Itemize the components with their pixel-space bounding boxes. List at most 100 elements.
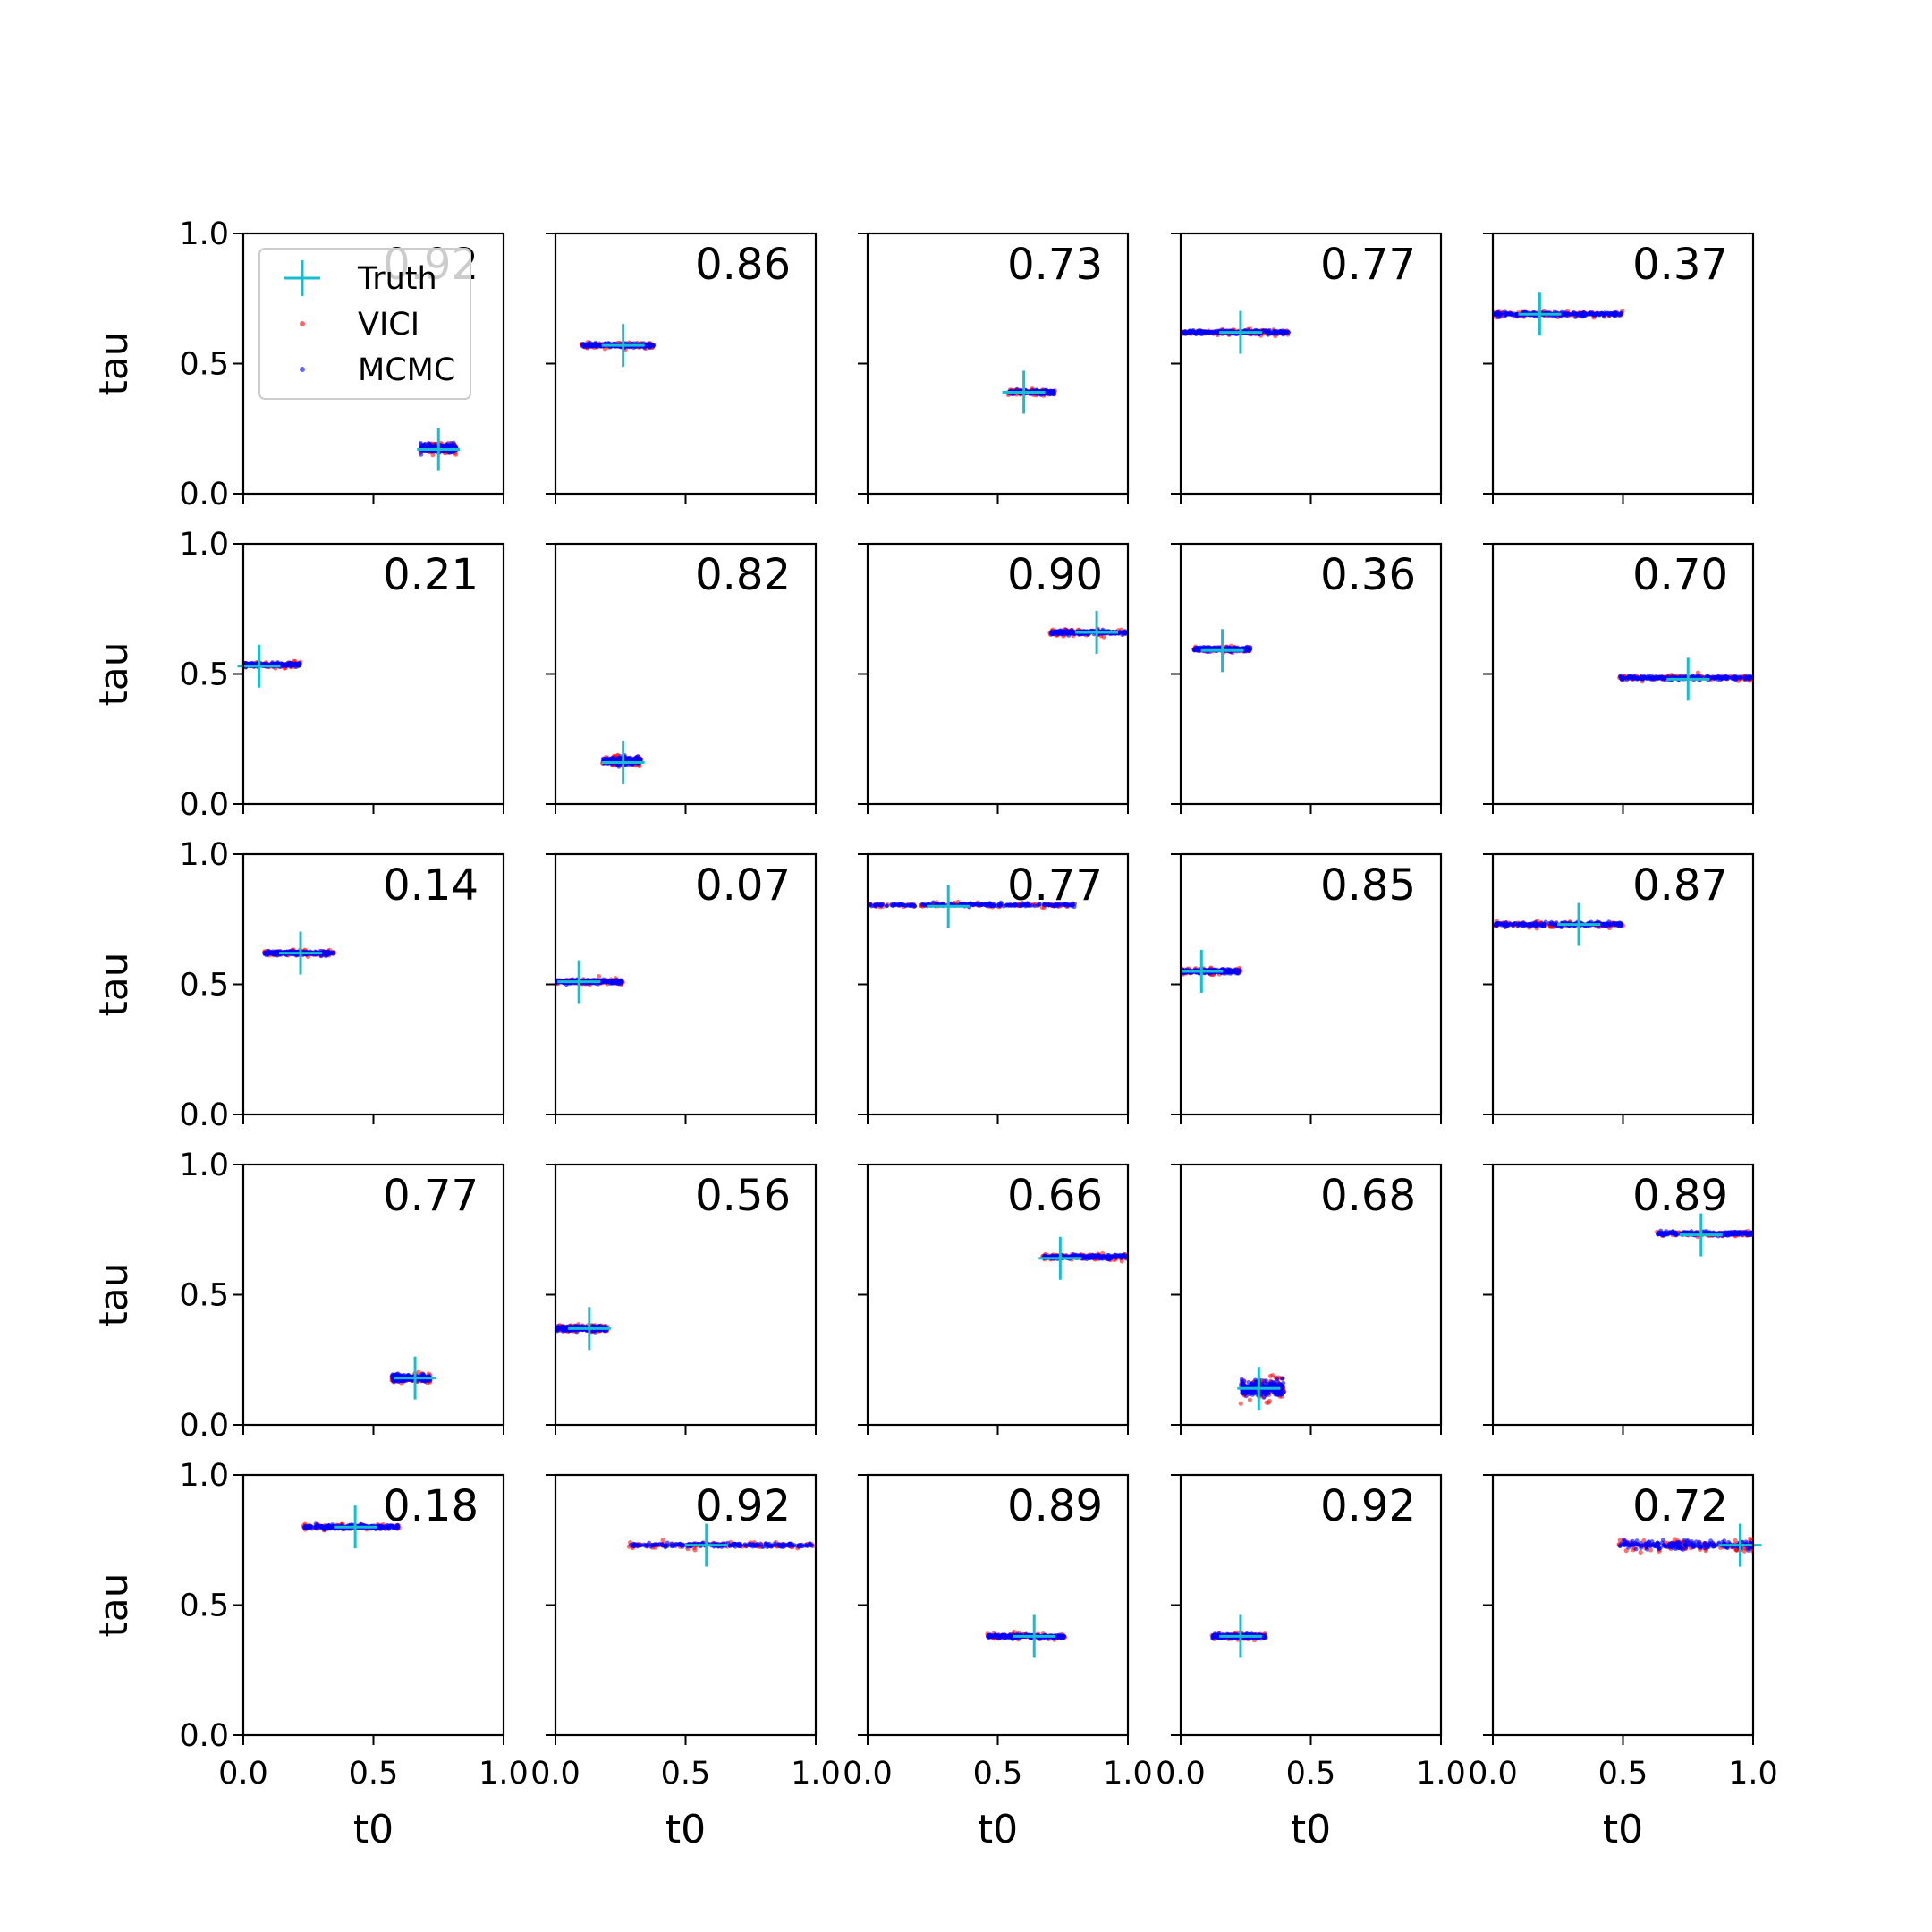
vici-point [596,974,602,979]
y-tick-label: 1.0 [179,216,229,252]
y-tick-label: 0.0 [179,477,229,513]
mcmc-point [1570,311,1575,317]
mcmc-point [1501,922,1506,927]
mcmc-point [326,952,331,956]
truth-marker [1200,629,1244,673]
mcmc-point [892,902,897,907]
mcmc-point [1496,920,1501,926]
mcmc-point [1055,631,1061,636]
score-label: 0.82 [695,550,791,600]
y-tick-label: 1.0 [179,527,229,563]
mcmc-point [1266,332,1270,337]
subplot-3: 0.73 [858,232,1130,504]
y-tick-label: 1.0 [179,837,229,873]
mcmc-point [1546,920,1552,926]
mcmc-point [617,979,622,984]
vici-point [453,452,459,457]
mcmc-point [1226,968,1232,973]
mcmc-point [1050,630,1055,635]
mcmc-point [1013,902,1017,907]
score-label: 0.70 [1632,550,1728,600]
truth-marker [1002,370,1046,414]
mcmc-point [1069,631,1073,635]
mcmc-point [583,343,589,348]
mcmc-point [1009,902,1013,908]
mcmc-point [1515,923,1521,928]
subplot-7: 0.82 [546,542,818,814]
truth-marker [237,644,281,688]
mcmc-point [1042,902,1047,908]
score-label: 0.73 [1007,240,1103,290]
mcmc-point [922,902,927,908]
truth-marker [1666,657,1710,701]
mcmc-point [1733,675,1739,680]
mcmc-point [1260,328,1266,334]
mcmc-point [1026,902,1031,908]
mcmc-point [606,757,612,762]
mcmc-point [1060,631,1064,637]
vici-point [416,1369,421,1375]
mcmc-point [1529,922,1534,928]
mcmc-point [1032,903,1038,909]
mcmc-point [868,902,873,907]
mcmc-point [1618,674,1623,680]
mcmc-point [1046,902,1051,908]
score-label: 0.85 [1320,860,1416,911]
score-label: 0.07 [695,860,791,911]
score-label: 0.90 [1007,550,1103,600]
mcmc-point [1629,674,1634,679]
subplot-2: 0.86 [546,232,818,504]
mcmc-point [1050,390,1055,394]
mcmc-point [1706,674,1711,679]
mcmc-point [962,901,967,906]
score-label: 0.14 [383,860,479,911]
mcmc-point [981,902,987,906]
mcmc-point [331,950,335,955]
posterior-samples [243,658,303,671]
mcmc-point [1573,314,1579,319]
truth-marker [279,931,323,975]
mcmc-point [612,757,617,762]
score-label: 0.36 [1320,550,1416,600]
score-label: 0.21 [383,550,479,600]
mcmc-point [601,979,606,985]
mcmc-point [1503,313,1508,318]
mcmc-point [419,452,424,457]
mcmc-point [1716,674,1721,680]
mcmc-point [880,902,885,907]
subplot-5: 0.37 [1483,232,1755,504]
subplot-4: 0.77 [1171,232,1443,504]
truth-marker [557,960,601,1004]
mcmc-point [446,450,452,455]
mcmc-point [1200,329,1206,335]
panels-layer: 0.920.00.51.0tau0.860.730.770.370.210.00… [91,216,1778,1852]
mcmc-point [440,444,445,449]
subplot-9: 0.36 [1171,542,1443,814]
mcmc-point [264,951,269,956]
mcmc-point [1063,627,1069,632]
mcmc-point [1184,331,1189,335]
mcmc-point [940,901,945,906]
mcmc-point [1640,676,1646,682]
mcmc-point [1066,902,1071,908]
mcmc-point [1577,313,1582,318]
mcmc-point [1609,311,1614,316]
mcmc-point [1541,923,1546,928]
mcmc-point [1271,331,1276,336]
mcmc-point [1503,309,1508,315]
truth-marker [601,741,645,784]
truth-marker [601,324,645,368]
subplot-15: 0.87 [1483,852,1755,1124]
mcmc-point [1020,902,1025,908]
mcmc-point [296,663,301,668]
mcmc-point [1281,332,1286,337]
truth-marker [417,428,461,471]
y-axis-label: tau [91,331,137,395]
mcmc-point [998,900,1004,905]
mcmc-point [1634,676,1639,682]
mcmc-point [1738,675,1743,681]
mcmc-point [1729,675,1734,681]
